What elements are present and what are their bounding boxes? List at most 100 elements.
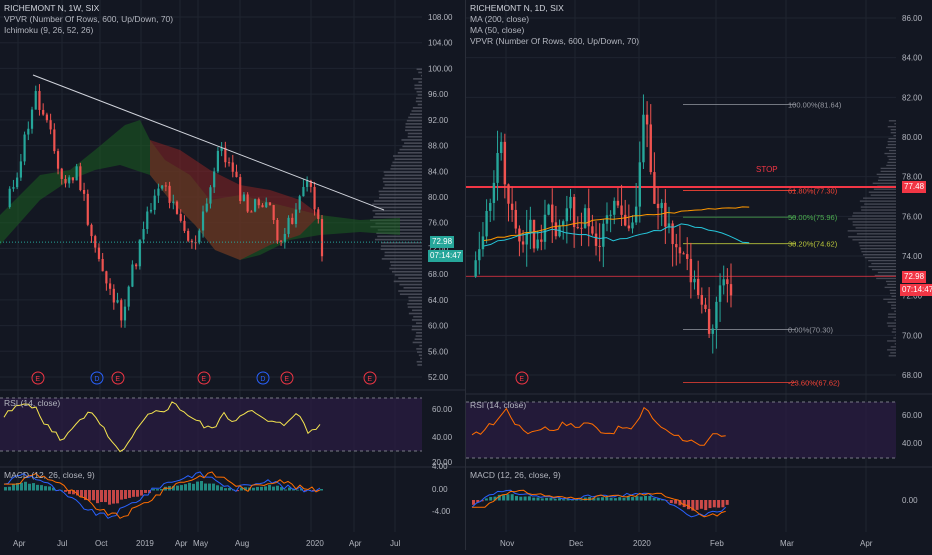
weekly-price-tick: 64.00 xyxy=(428,296,449,305)
daily-rsi-tick: 40.00 xyxy=(902,439,923,448)
daily-chart-panel[interactable]: 100.00%(81.64) 61.80%(77.30) 50.00%(75.96)… xyxy=(466,0,932,550)
weekly-indicator-vpvr[interactable]: VPVR (Number Of Rows, 600, Up/Down, 70) xyxy=(4,14,174,24)
daily-macd-histogram-bar xyxy=(596,497,600,501)
weekly-rsi-label[interactable]: RSI (14, close) xyxy=(4,398,61,408)
daily-candle-body xyxy=(616,200,620,206)
daily-volume-profile-bar xyxy=(876,173,896,175)
weekly-price-tick: 108.00 xyxy=(428,13,453,22)
weekly-chart-panel[interactable]: 108.00 104.00 100.00 96.00 92.00 88.00 84.00 80… xyxy=(0,0,465,550)
daily-price-tick: 74.00 xyxy=(902,252,923,261)
weekly-rsi-tick: 60.00 xyxy=(432,405,453,414)
weekly-price-tick: 96.00 xyxy=(428,90,449,99)
weekly-volume-profile-bar xyxy=(407,135,422,138)
weekly-candle-body xyxy=(146,211,149,229)
weekly-candle-body xyxy=(120,300,123,321)
daily-macd-histogram-bar xyxy=(592,498,596,501)
weekly-candle-body xyxy=(250,211,253,213)
panel-divider[interactable] xyxy=(465,0,466,550)
weekly-candle-body xyxy=(287,217,290,234)
weekly-symbol-title[interactable]: RICHEMONT N, 1W, SIX xyxy=(4,3,100,13)
daily-candle-body xyxy=(547,204,550,215)
daily-macd-histogram-bar xyxy=(691,500,695,511)
weekly-candle-body xyxy=(149,209,153,212)
daily-legend: RICHEMONT N, 1D, SIX MA (200, close) MA … xyxy=(470,3,639,47)
daily-indicator-ma50[interactable]: MA (50, close) xyxy=(470,25,525,35)
daily-fib-label: 0.00%(70.30) xyxy=(788,325,834,334)
weekly-last-price-badge: 72.98 xyxy=(430,236,455,248)
weekly-macd-histogram-bar xyxy=(48,486,51,491)
daily-price-tick: 72.00 xyxy=(902,292,923,301)
daily-candle-body xyxy=(700,295,704,305)
daily-volume-profile-bar xyxy=(890,292,896,294)
daily-chart-canvas[interactable]: 100.00%(81.64) 61.80%(77.30) 50.00%(75.96)… xyxy=(466,0,932,550)
daily-macd-histogram-bar xyxy=(493,496,497,501)
weekly-event-marker xyxy=(111,371,125,385)
daily-volume-profile-bar xyxy=(868,191,896,193)
weekly-candle-body xyxy=(127,286,130,307)
daily-candle-body xyxy=(572,196,576,228)
daily-indicator-vpvr[interactable]: VPVR (Number Of Rows, 600, Up/Down, 70) xyxy=(470,36,640,46)
daily-volume-profile-bar xyxy=(859,245,896,247)
daily-macd-label[interactable]: MACD (12, 26, close, 9) xyxy=(470,470,561,480)
daily-candle-body xyxy=(682,253,685,255)
weekly-candle-body xyxy=(209,187,212,204)
weekly-volume-profile-bar xyxy=(372,203,422,206)
daily-volume-profile-bar xyxy=(888,313,896,315)
daily-candle-body xyxy=(649,124,652,173)
weekly-candle-body xyxy=(320,218,324,257)
daily-background xyxy=(466,0,932,550)
daily-volume-profile-bar xyxy=(848,236,896,238)
daily-volume-profile-bar xyxy=(887,140,896,143)
daily-candle-body xyxy=(489,202,492,211)
weekly-indicator-ichimoku[interactable]: Ichimoku (9, 26, 52, 26) xyxy=(4,25,94,35)
weekly-volume-profile-bar xyxy=(406,119,422,122)
daily-rsi-label[interactable]: RSI (14, close) xyxy=(470,400,527,410)
daily-candle-body xyxy=(554,222,558,237)
daily-symbol-title[interactable]: RICHEMONT N, 1D, SIX xyxy=(470,3,564,13)
weekly-volume-profile-bar xyxy=(407,306,422,308)
weekly-chart-canvas[interactable]: 108.00 104.00 100.00 96.00 92.00 88.00 84.00 80… xyxy=(0,0,465,550)
daily-macd-histogram-bar xyxy=(648,496,652,501)
daily-candle-body xyxy=(492,182,496,203)
daily-price-tick: 84.00 xyxy=(902,54,923,63)
weekly-volume-profile-bar xyxy=(381,242,422,244)
daily-candle-body xyxy=(722,279,725,286)
weekly-legend: RICHEMONT N, 1W, SIX VPVR (Number Of Row… xyxy=(4,3,173,36)
weekly-macd-histogram-bar xyxy=(92,490,95,501)
weekly-candle-body xyxy=(198,230,201,243)
weekly-price-tick: 104.00 xyxy=(428,39,453,48)
daily-macd-histogram-bar xyxy=(601,497,604,501)
daily-event-marker xyxy=(515,371,529,385)
weekly-volume-profile-bar xyxy=(374,206,422,209)
weekly-macd-histogram-bar xyxy=(156,489,159,491)
daily-macd-histogram-bar xyxy=(652,498,656,501)
weekly-macd-label[interactable]: MACD (12, 26, close, 9) xyxy=(4,470,95,480)
daily-last-price-badge: 72.98 xyxy=(902,271,927,283)
weekly-volume-profile-bar xyxy=(414,338,422,341)
daily-candle-body xyxy=(587,208,590,227)
weekly-macd-signal-line xyxy=(4,471,321,519)
weekly-price-tick: 72.00 xyxy=(428,244,449,253)
daily-candle-body xyxy=(507,184,510,204)
daily-volume-profile-bar xyxy=(887,340,896,342)
daily-candle-body xyxy=(693,278,696,283)
daily-candle-body xyxy=(525,232,528,245)
weekly-macd-histogram-bar xyxy=(64,490,67,492)
weekly-trendline xyxy=(32,74,385,211)
daily-candle-body xyxy=(704,304,707,309)
daily-volume-profile-bar xyxy=(864,256,896,259)
weekly-candle-body xyxy=(64,178,67,184)
weekly-macd-histogram-bar xyxy=(240,487,243,491)
daily-macd-histogram-bar xyxy=(674,500,678,504)
daily-candle-body xyxy=(521,241,525,245)
weekly-candle-body xyxy=(112,288,115,303)
weekly-candle-body xyxy=(175,201,179,214)
daily-candle-body xyxy=(653,172,656,204)
weekly-candle-body xyxy=(90,224,93,237)
daily-indicator-ma200[interactable]: MA (200, close) xyxy=(470,14,530,24)
weekly-candle-body xyxy=(97,247,101,259)
weekly-macd-histogram-bar xyxy=(124,490,127,499)
weekly-volume-profile-bar xyxy=(409,113,422,116)
weekly-macd-histogram-bar xyxy=(180,485,183,491)
weekly-macd-tick: -4.00 xyxy=(432,507,451,516)
